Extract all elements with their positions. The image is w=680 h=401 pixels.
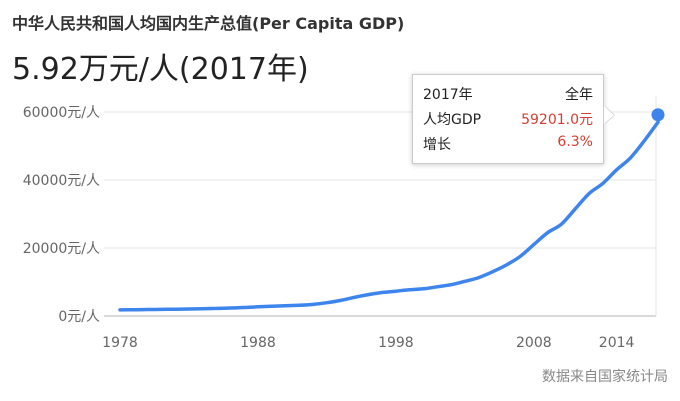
x-tick-label: 1998 bbox=[378, 335, 414, 351]
tooltip-period: 全年 bbox=[565, 87, 593, 103]
data-tooltip: 2017年 全年 人均GDP 59201.0元 增长 6.3% bbox=[412, 74, 604, 164]
y-tick-label: 20000元/人 bbox=[23, 241, 100, 257]
tooltip-growth-label: 增长 bbox=[423, 137, 451, 153]
headline-value: 5.92万元/人(2017年) bbox=[12, 52, 309, 87]
tooltip-year: 2017年 bbox=[423, 87, 473, 103]
x-tick-label: 2014 bbox=[599, 335, 635, 351]
x-tick-label: 2008 bbox=[516, 335, 552, 351]
chart-title: 中华人民共和国人均国内生产总值(Per Capita GDP) bbox=[12, 14, 405, 33]
tooltip-growth-value: 6.3% bbox=[557, 134, 593, 150]
x-tick-label: 1988 bbox=[240, 335, 276, 351]
y-tick-label: 0元/人 bbox=[58, 309, 100, 325]
series-line-gdp bbox=[118, 120, 660, 312]
tooltip-row-growth: 增长 6.3% bbox=[423, 134, 593, 159]
tooltip-metric-label: 人均GDP bbox=[423, 112, 482, 128]
tooltip-pointer bbox=[604, 106, 614, 124]
tooltip-metric-value: 59201.0元 bbox=[521, 112, 593, 128]
y-tick-label: 40000元/人 bbox=[23, 173, 100, 189]
highlight-point bbox=[651, 108, 665, 122]
tooltip-row-year: 2017年 全年 bbox=[423, 84, 593, 109]
y-tick-label: 60000元/人 bbox=[23, 105, 100, 121]
tooltip-row-metric: 人均GDP 59201.0元 bbox=[423, 109, 593, 134]
source-attribution: 数据来自国家统计局 bbox=[542, 369, 668, 385]
x-tick-label: 1978 bbox=[102, 335, 138, 351]
